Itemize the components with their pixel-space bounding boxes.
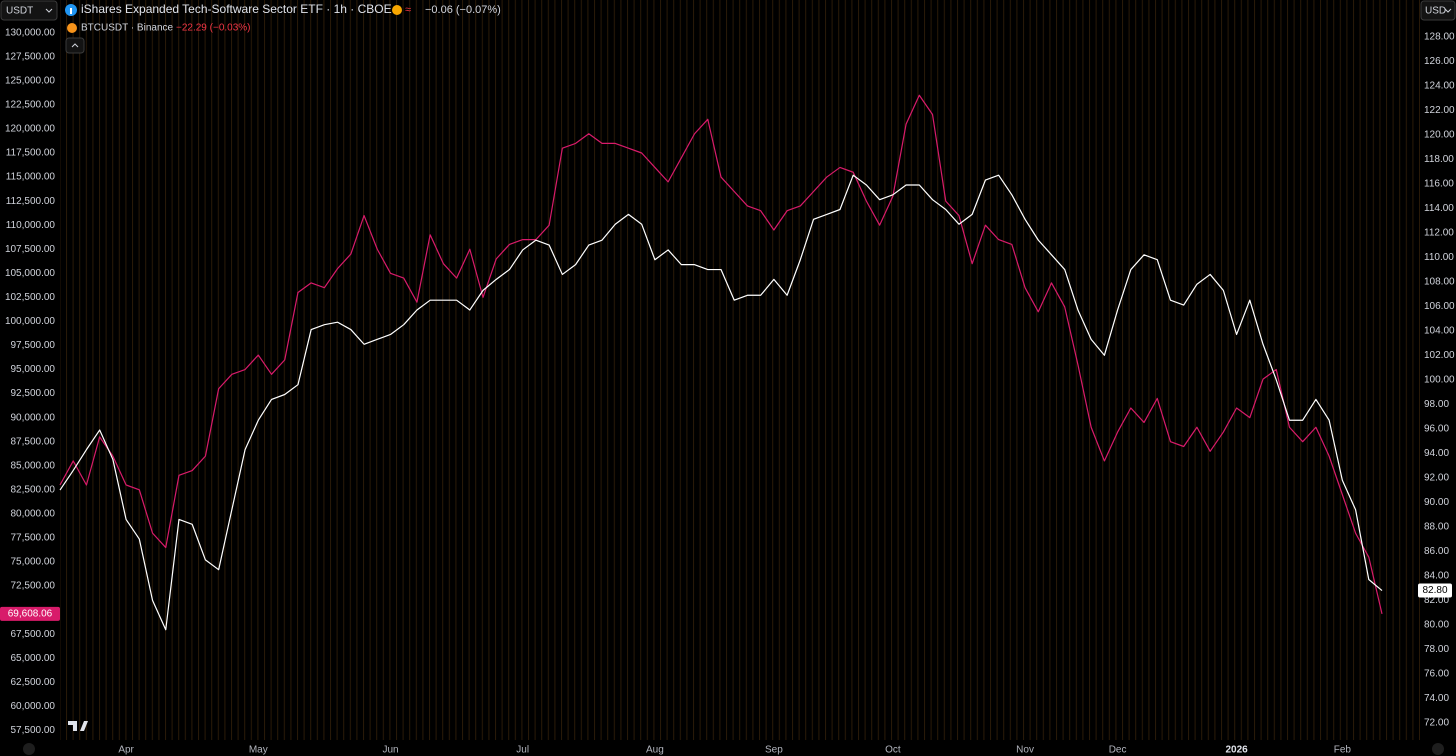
legend-change: −22.29 (−0.03%)	[176, 23, 251, 34]
x-tick-label: Jun	[382, 745, 398, 756]
y2-tick-label: 110.00	[1424, 252, 1454, 263]
y2-tick-label: 124.00	[1424, 80, 1455, 91]
price-label-bg	[1418, 583, 1452, 598]
y-tick-label: 92,500.00	[11, 388, 56, 399]
right-currency[interactable]: USD	[1425, 6, 1446, 17]
y-tick-label: 67,500.00	[11, 629, 56, 640]
y2-tick-label: 94.00	[1424, 448, 1449, 459]
y-tick-label: 80,000.00	[11, 509, 56, 520]
y-tick-label: 117,500.00	[6, 148, 56, 159]
y2-tick-label: 86.00	[1424, 546, 1449, 557]
y2-tick-label: 72.00	[1424, 717, 1449, 728]
axis-button[interactable]	[23, 743, 35, 755]
y-tick-label: 100,000.00	[5, 316, 55, 327]
x-tick-label: Jul	[516, 745, 529, 756]
y-tick-label: 127,500.00	[5, 51, 55, 62]
y2-tick-label: 108.00	[1424, 276, 1455, 287]
y2-tick-label: 116.00	[1424, 178, 1454, 189]
x-tick-label: 2026	[1225, 745, 1248, 756]
collapse-icon	[71, 43, 79, 48]
x-tick-label: Oct	[885, 745, 901, 756]
y-tick-label: 97,500.00	[11, 340, 56, 351]
y2-tick-label: 96.00	[1424, 423, 1449, 434]
y2-tick-label: 120.00	[1424, 129, 1455, 140]
axis-button[interactable]	[1432, 743, 1444, 755]
x-tick-label: Apr	[118, 745, 134, 756]
legend-series-name[interactable]: BTCUSDT · Binance	[81, 23, 174, 34]
y2-tick-label: 74.00	[1424, 693, 1449, 704]
legend-change: −0.06 (−0.07%)	[425, 4, 501, 16]
y-tick-label: 125,000.00	[5, 75, 55, 86]
y-tick-label: 120,000.00	[5, 124, 55, 135]
y2-tick-label: 92.00	[1424, 472, 1449, 483]
series-line	[59, 174, 1383, 631]
currency-selector[interactable]	[0, 0, 58, 21]
y-tick-label: 122,500.00	[5, 100, 55, 111]
status-icon: ≈	[405, 4, 411, 16]
y2-tick-label: 76.00	[1424, 668, 1449, 679]
series-icon	[67, 23, 77, 33]
y2-tick-label: 82.00	[1424, 595, 1449, 606]
dropdown-icon	[1444, 8, 1452, 13]
y-tick-label: 105,000.00	[5, 268, 55, 279]
y2-tick-label: 90.00	[1424, 497, 1449, 508]
y2-tick-label: 122.00	[1424, 105, 1455, 116]
y-tick-label: 82,500.00	[11, 484, 56, 495]
y-tick-label: 110,000.00	[6, 220, 56, 231]
y-tick-label: 112,500.00	[6, 196, 56, 207]
y2-tick-label: 106.00	[1424, 301, 1455, 312]
y-tick-label: 72,500.00	[11, 581, 56, 592]
status-icon	[392, 5, 402, 15]
plot-area	[60, 0, 1420, 740]
y2-tick-label: 118.00	[1424, 154, 1454, 165]
collapse-button[interactable]	[65, 37, 85, 54]
x-tick-label: May	[249, 745, 268, 756]
price-label: 69,608.06	[8, 609, 53, 620]
series-icon	[70, 8, 72, 14]
left-currency[interactable]: USDT	[6, 6, 33, 17]
y-tick-label: 87,500.00	[11, 436, 56, 447]
y-tick-label: 85,000.00	[11, 460, 56, 471]
logo	[68, 721, 88, 731]
y-tick-label: 95,000.00	[11, 364, 56, 375]
y-tick-label: 75,000.00	[11, 557, 56, 568]
price-label-bg	[0, 606, 60, 621]
y2-tick-label: 84.00	[1424, 570, 1449, 581]
y-tick-label: 90,000.00	[11, 412, 56, 423]
y-tick-label: 77,500.00	[11, 533, 56, 544]
y-tick-label: 62,500.00	[11, 677, 56, 688]
series-line	[59, 94, 1383, 614]
y2-tick-label: 112.00	[1424, 227, 1454, 238]
y2-tick-label: 114.00	[1424, 203, 1454, 214]
y2-tick-label: 98.00	[1424, 399, 1449, 410]
y2-tick-label: 78.00	[1424, 644, 1449, 655]
y2-tick-label: 88.00	[1424, 521, 1449, 532]
y2-tick-label: 80.00	[1424, 619, 1449, 630]
y2-tick-label: 104.00	[1424, 325, 1455, 336]
y-tick-label: 130,000.00	[5, 27, 55, 38]
y2-tick-label: 100.00	[1424, 374, 1455, 385]
y-tick-label: 107,500.00	[5, 244, 55, 255]
y2-tick-label: 102.00	[1424, 350, 1455, 361]
y-tick-label: 102,500.00	[5, 292, 55, 303]
dropdown-icon	[45, 8, 53, 13]
currency-selector[interactable]	[1420, 0, 1456, 21]
price-label: 82.80	[1422, 585, 1447, 596]
x-tick-label: Feb	[1334, 745, 1352, 756]
y2-tick-label: 128.00	[1424, 31, 1455, 42]
x-tick-label: Dec	[1109, 745, 1127, 756]
y-tick-label: 57,500.00	[11, 725, 56, 736]
y-tick-label: 65,000.00	[11, 653, 56, 664]
x-tick-label: Nov	[1016, 745, 1034, 756]
y2-tick-label: 126.00	[1424, 56, 1455, 67]
x-tick-label: Sep	[765, 745, 783, 756]
legend-series-name[interactable]: iShares Expanded Tech-Software Sector ET…	[81, 2, 392, 16]
y-tick-label: 60,000.00	[11, 701, 56, 712]
x-tick-label: Aug	[646, 745, 664, 756]
y-tick-label: 115,000.00	[6, 172, 56, 183]
